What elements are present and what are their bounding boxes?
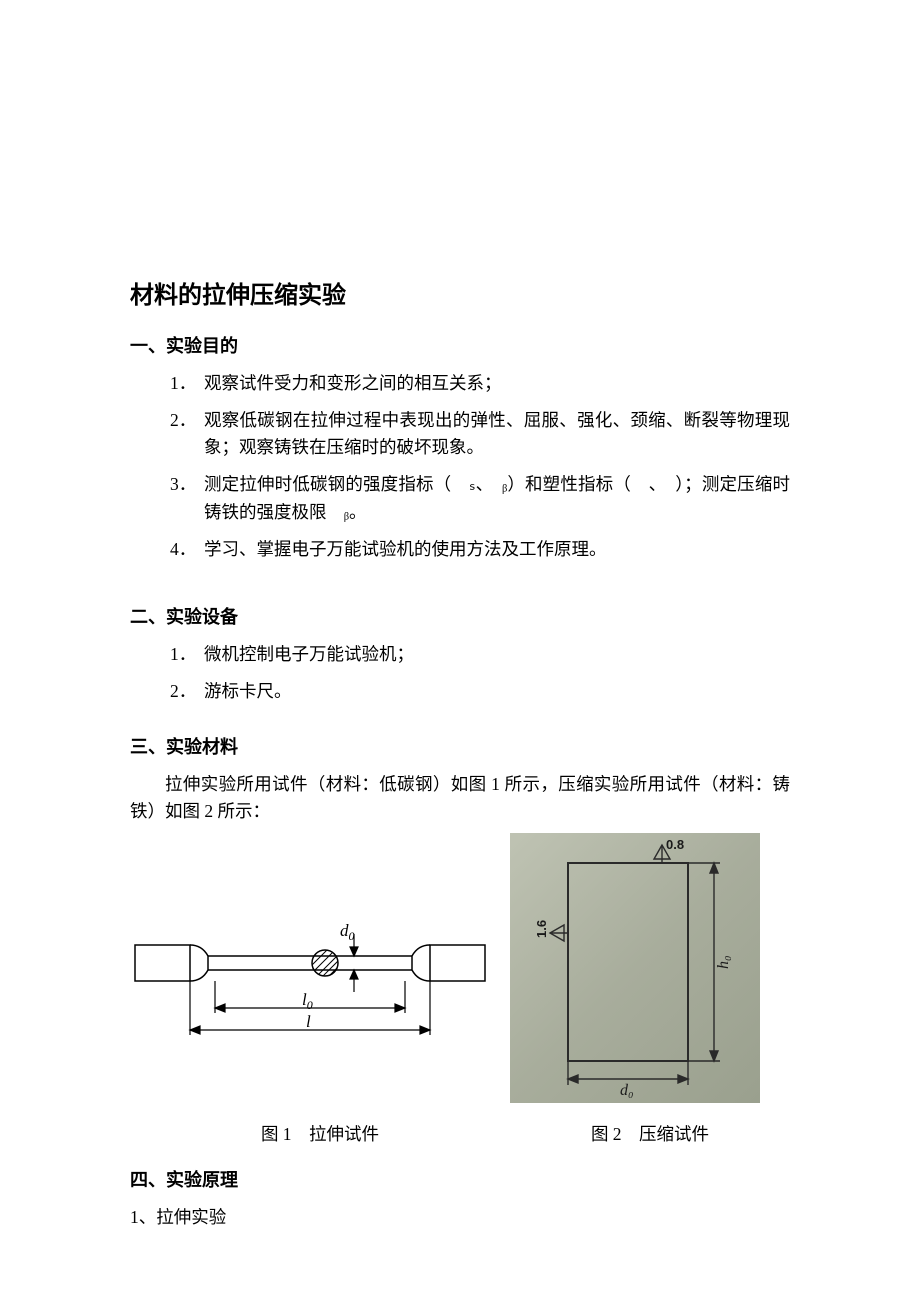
list-item: 2． 观察低碳钢在拉伸过程中表现出的弹性、屈服、强化、颈缩、断裂等物理现象；观察… — [170, 407, 790, 461]
list-item: 3． 测定拉伸时低碳钢的强度指标（ ₛ、 ᵦ）和塑性指标（ 、 ）；测定压缩时铸… — [170, 471, 790, 525]
page-title: 材料的拉伸压缩实验 — [130, 275, 790, 310]
list-num: 4． — [170, 536, 204, 563]
list-text: 观察试件受力和变形之间的相互关系； — [204, 370, 790, 397]
list-item: 1． 观察试件受力和变形之间的相互关系； — [170, 370, 790, 397]
section1-list: 1． 观察试件受力和变形之间的相互关系； 2． 观察低碳钢在拉伸过程中表现出的弹… — [170, 370, 790, 563]
figure1-caption: 图 1 拉伸试件 — [130, 1121, 510, 1146]
section3-para: 拉伸实验所用试件（材料：低碳钢）如图 1 所示，压缩实验所用试件（材料：铸铁）如… — [130, 771, 790, 825]
captions-row: 图 1 拉伸试件 图 2 压缩试件 — [130, 1121, 790, 1146]
list-text: 微机控制电子万能试验机； — [204, 641, 790, 668]
list-num: 1． — [170, 641, 204, 668]
figure2-caption: 图 2 压缩试件 — [510, 1121, 790, 1146]
list-num: 3． — [170, 471, 204, 525]
tensile-specimen-diagram: d0 l0 l — [130, 833, 490, 1103]
section2-heading: 二、实验设备 — [130, 603, 790, 629]
section4-heading: 四、实验原理 — [130, 1166, 790, 1192]
list-item: 4． 学习、掌握电子万能试验机的使用方法及工作原理。 — [170, 536, 790, 563]
h0-label: h₀ — [715, 956, 732, 970]
list-item: 2． 游标卡尺。 — [170, 678, 790, 705]
list-text: 观察低碳钢在拉伸过程中表现出的弹性、屈服、强化、颈缩、断裂等物理现象；观察铸铁在… — [204, 407, 790, 461]
top-roughness-label: 0.8 — [666, 837, 684, 852]
list-num: 2． — [170, 407, 204, 461]
figure2: 0.8 1.6 h₀ — [510, 833, 760, 1103]
l-label: l — [306, 1012, 311, 1031]
side-roughness-label: 1.6 — [534, 920, 549, 938]
list-text: 游标卡尺。 — [204, 678, 790, 705]
list-num: 2． — [170, 678, 204, 705]
section3-heading: 三、实验材料 — [130, 733, 790, 759]
d0-label-fig2: d₀ — [620, 1082, 634, 1099]
list-text: 学习、掌握电子万能试验机的使用方法及工作原理。 — [204, 536, 790, 563]
figures-row: d0 l0 l — [130, 833, 790, 1103]
list-text: 测定拉伸时低碳钢的强度指标（ ₛ、 ᵦ）和塑性指标（ 、 ）；测定压缩时铸铁的强… — [204, 471, 790, 525]
l0-label: l0 — [302, 990, 313, 1012]
d0-label: d0 — [340, 921, 355, 943]
figure1: d0 l0 l — [130, 833, 490, 1103]
section1-heading: 一、实验目的 — [130, 332, 790, 358]
section2-list: 1． 微机控制电子万能试验机； 2． 游标卡尺。 — [170, 641, 790, 705]
list-num: 1． — [170, 370, 204, 397]
compression-specimen-diagram: 0.8 1.6 h₀ — [510, 833, 760, 1103]
section4-sub1: 1、拉伸实验 — [130, 1204, 790, 1229]
list-item: 1． 微机控制电子万能试验机； — [170, 641, 790, 668]
